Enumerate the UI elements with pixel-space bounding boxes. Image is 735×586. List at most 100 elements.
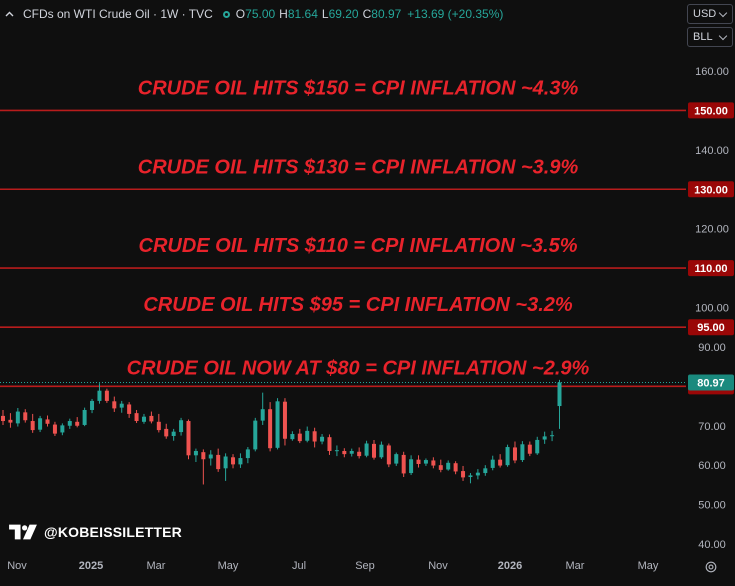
candle-body[interactable] bbox=[275, 401, 280, 448]
candle-body[interactable] bbox=[453, 463, 458, 472]
candle-body[interactable] bbox=[512, 447, 517, 461]
change-value: +13.69 (+20.35%) bbox=[407, 7, 504, 21]
candle-body[interactable] bbox=[171, 431, 176, 436]
candle-body[interactable] bbox=[342, 450, 347, 455]
chevron-down-icon bbox=[718, 31, 728, 41]
candle-body[interactable] bbox=[431, 460, 436, 466]
candle-body[interactable] bbox=[141, 416, 146, 422]
x-tick-label: Mar bbox=[147, 560, 166, 572]
candle-body[interactable] bbox=[416, 459, 421, 464]
candle-body[interactable] bbox=[164, 428, 169, 437]
candle-body[interactable] bbox=[483, 468, 488, 474]
candle-body[interactable] bbox=[30, 421, 35, 431]
candle-body[interactable] bbox=[15, 411, 20, 424]
candle-body[interactable] bbox=[112, 401, 117, 409]
candle-body[interactable] bbox=[535, 439, 540, 454]
candle-body[interactable] bbox=[520, 444, 525, 461]
candle-body[interactable] bbox=[23, 412, 28, 421]
candle-body[interactable] bbox=[490, 459, 495, 468]
candle-body[interactable] bbox=[97, 390, 102, 401]
candle-body[interactable] bbox=[372, 443, 376, 458]
candle-body[interactable] bbox=[438, 465, 443, 470]
annotation-text: CRUDE OIL HITS $150 = CPI INFLATION ~4.3… bbox=[138, 77, 579, 99]
candle-body[interactable] bbox=[542, 436, 547, 440]
candle-body[interactable] bbox=[268, 409, 273, 449]
candle-body[interactable] bbox=[134, 413, 139, 422]
symbol-title[interactable]: CFDs on WTI Crude Oil · 1W · TVC bbox=[23, 7, 213, 21]
x-tick-label: 2025 bbox=[79, 560, 103, 572]
last-price-label: 80.97 bbox=[697, 378, 725, 390]
candle-body[interactable] bbox=[179, 420, 184, 433]
currency-select[interactable]: USD bbox=[687, 4, 733, 24]
low-value: 69.20 bbox=[328, 7, 359, 21]
candle-body[interactable] bbox=[260, 409, 265, 421]
candle-body[interactable] bbox=[386, 445, 391, 465]
candle-body[interactable] bbox=[186, 421, 191, 456]
candle-body[interactable] bbox=[282, 401, 287, 439]
candle-body[interactable] bbox=[52, 424, 57, 434]
annotation-text: CRUDE OIL HITS $95 = CPI INFLATION ~3.2% bbox=[143, 294, 573, 316]
candle-body[interactable] bbox=[527, 444, 532, 454]
price-level-badge bbox=[688, 319, 734, 336]
last-price-badge bbox=[688, 374, 734, 391]
candle-body[interactable] bbox=[253, 420, 258, 450]
candle-body[interactable] bbox=[238, 458, 243, 465]
candle-body[interactable] bbox=[60, 425, 65, 433]
y-tick-label: 140.00 bbox=[695, 145, 729, 157]
candle-body[interactable] bbox=[557, 382, 562, 407]
candle-body[interactable] bbox=[223, 456, 228, 469]
candle-body[interactable] bbox=[312, 431, 317, 442]
candle-body[interactable] bbox=[156, 421, 161, 431]
candle-body[interactable] bbox=[290, 434, 295, 440]
collapse-chevron-icon[interactable] bbox=[4, 9, 15, 20]
candle-body[interactable] bbox=[201, 452, 206, 460]
watermark-text: @KOBEISSILETTER bbox=[44, 524, 182, 540]
x-tick-label: Jul bbox=[292, 560, 306, 572]
candle-body[interactable] bbox=[119, 403, 124, 408]
candle-body[interactable] bbox=[90, 400, 95, 410]
gear-icon[interactable] bbox=[704, 560, 718, 574]
candle-body[interactable] bbox=[505, 447, 510, 466]
candle-body[interactable] bbox=[67, 421, 72, 426]
candle-body[interactable] bbox=[409, 459, 414, 474]
candle-body[interactable] bbox=[193, 450, 198, 456]
annotation-text: CRUDE OIL HITS $130 = CPI INFLATION ~3.9… bbox=[138, 156, 579, 178]
candle-body[interactable] bbox=[1, 415, 5, 422]
candle-body[interactable] bbox=[45, 419, 50, 424]
candle-body[interactable] bbox=[320, 436, 325, 442]
annotation-text: CRUDE OIL HITS $110 = CPI INFLATION ~3.5… bbox=[139, 235, 578, 257]
candle-body[interactable] bbox=[216, 454, 221, 470]
unit-select[interactable]: BLL bbox=[687, 27, 733, 47]
candle-body[interactable] bbox=[461, 471, 466, 478]
candle-body[interactable] bbox=[349, 450, 354, 454]
candle-body[interactable] bbox=[423, 460, 428, 464]
candle-body[interactable] bbox=[245, 449, 250, 459]
candle-body[interactable] bbox=[75, 421, 80, 426]
candle-body[interactable] bbox=[379, 444, 384, 458]
candle-body[interactable] bbox=[208, 454, 213, 459]
close-label: C bbox=[362, 7, 372, 21]
candle-body[interactable] bbox=[297, 433, 302, 442]
candle-body[interactable] bbox=[334, 450, 339, 452]
candle-body[interactable] bbox=[82, 409, 87, 425]
candle-body[interactable] bbox=[498, 459, 503, 466]
candle-body[interactable] bbox=[127, 404, 132, 414]
candle-body[interactable] bbox=[38, 418, 43, 430]
candle-body[interactable] bbox=[550, 435, 555, 437]
candle-body[interactable] bbox=[8, 419, 13, 423]
candle-body[interactable] bbox=[394, 454, 399, 464]
candle-body[interactable] bbox=[327, 437, 332, 451]
candle-body[interactable] bbox=[104, 390, 109, 401]
candle-body[interactable] bbox=[401, 454, 406, 474]
candle-body[interactable] bbox=[357, 451, 362, 457]
candle-body[interactable] bbox=[446, 462, 451, 470]
y-tick-label: 70.00 bbox=[698, 421, 726, 433]
candle-body[interactable] bbox=[305, 430, 310, 441]
candle-body[interactable] bbox=[231, 457, 236, 465]
candle-body[interactable] bbox=[468, 475, 473, 477]
candle-body[interactable] bbox=[149, 415, 154, 422]
candle-body[interactable] bbox=[364, 443, 369, 456]
candle-body[interactable] bbox=[475, 472, 480, 476]
